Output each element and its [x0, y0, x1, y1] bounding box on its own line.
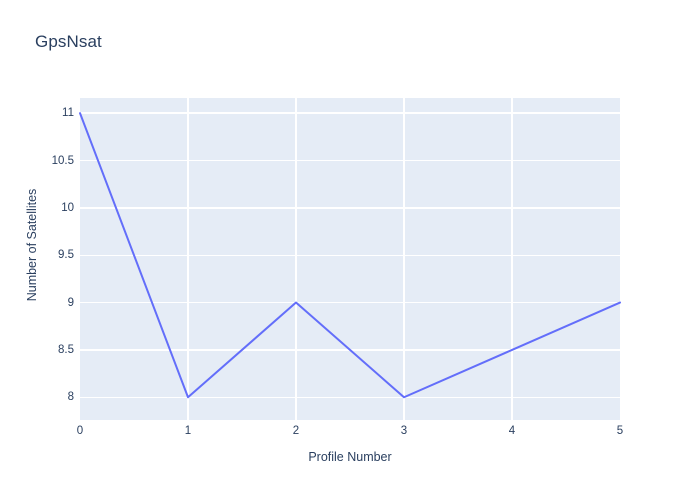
y-axis-title: Number of Satellites — [25, 188, 39, 302]
y-axis-tick-label: 11 — [62, 107, 74, 120]
x-axis-tick-label: 5 — [616, 425, 624, 437]
gridline-horizontal — [80, 207, 620, 209]
x-axis-tick-label: 1 — [184, 425, 192, 437]
x-axis-tick-labels: 0 1 2 3 4 5 — [76, 425, 624, 445]
gridline-vertical — [295, 98, 297, 420]
gridline-vertical — [403, 98, 405, 420]
plot-area[interactable] — [79, 98, 621, 420]
y-axis-tick-label: 9 — [67, 296, 74, 309]
x-axis-title: Profile Number — [308, 450, 392, 464]
y-axis-tick-label: 9.5 — [58, 249, 74, 262]
x-axis-tick-label: 2 — [292, 425, 300, 437]
gridline-vertical — [187, 98, 189, 420]
y-axis-tick-label: 10.5 — [51, 154, 74, 167]
gridline-horizontal — [80, 159, 620, 162]
y-axis-tick-label: 10 — [61, 201, 74, 214]
gridline-horizontal — [80, 112, 620, 114]
line-series-gpsnsat — [79, 112, 621, 399]
x-axis-tick-label: 4 — [508, 425, 516, 437]
chart-title: GpsNsat — [35, 32, 102, 51]
gridline-horizontal — [80, 254, 620, 256]
y-axis-tick-label: 8 — [67, 391, 74, 404]
y-axis-tick-labels: 8 8.5 9 9.5 10 10.5 11 — [52, 98, 74, 420]
gridline-horizontal — [80, 301, 620, 304]
data-series-layer — [79, 112, 621, 399]
x-axis-tick-label: 3 — [400, 425, 408, 437]
x-axis-tick-label: 0 — [76, 425, 84, 437]
gridline-vertical — [511, 98, 513, 420]
y-axis-tick-label: 8.5 — [58, 343, 74, 356]
gridline-horizontal — [80, 396, 620, 398]
